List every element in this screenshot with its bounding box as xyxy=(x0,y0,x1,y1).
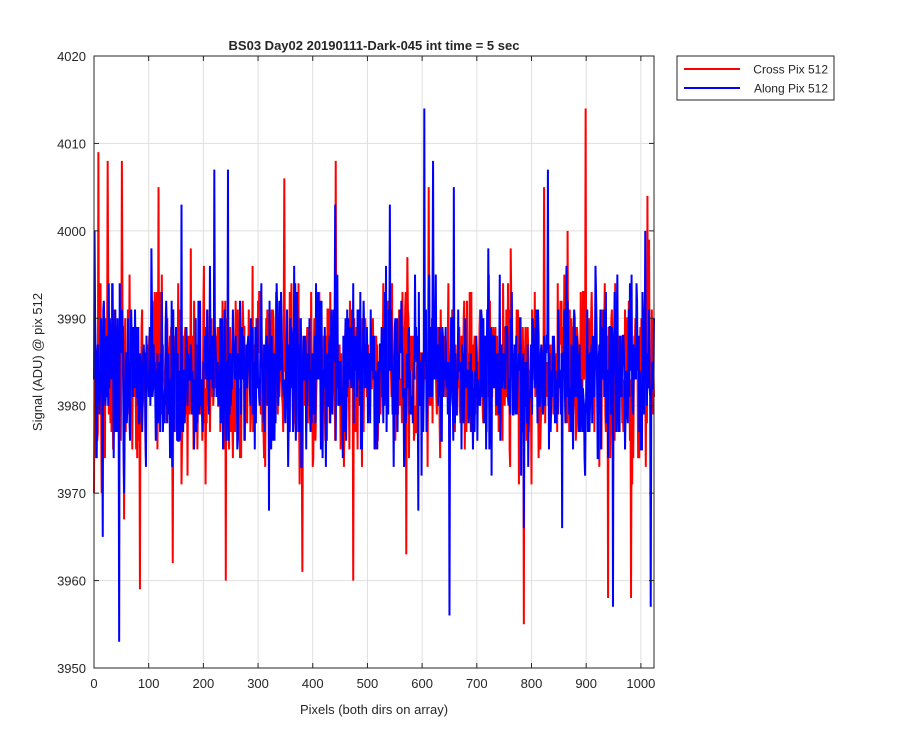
x-tick-label: 600 xyxy=(411,676,433,691)
x-tick-label: 0 xyxy=(90,676,97,691)
x-tick-label: 400 xyxy=(302,676,324,691)
y-tick-label: 3990 xyxy=(57,311,86,326)
axes-box xyxy=(93,55,655,669)
y-tick-labels: 3950 3960 3970 3980 3990 4000 4010 4020 xyxy=(57,49,86,676)
y-tick-label: 4020 xyxy=(57,49,86,64)
x-tick-label: 700 xyxy=(466,676,488,691)
y-axis-label: Signal (ADU) @ pix 512 xyxy=(30,293,45,431)
x-axis-label: Pixels (both dirs on array) xyxy=(300,702,448,717)
legend-box xyxy=(676,55,835,101)
x-tick-label: 800 xyxy=(521,676,543,691)
y-tick-label: 3970 xyxy=(57,486,86,501)
chart-title: BS03 Day02 20190111-Dark-045 int time = … xyxy=(229,38,520,53)
y-tick-label: 4010 xyxy=(57,136,86,151)
x-tick-labels: 0 100 200 300 400 500 600 700 800 900 1000 xyxy=(90,676,655,691)
x-tick-label: 300 xyxy=(247,676,269,691)
y-tick-label: 3980 xyxy=(57,399,86,414)
ticks xyxy=(93,55,654,669)
legend-label-cross: Cross Pix 512 xyxy=(753,63,828,77)
y-tick-label: 3960 xyxy=(57,574,86,589)
legend-label-along: Along Pix 512 xyxy=(754,82,828,96)
legend: Cross Pix 512 Along Pix 512 xyxy=(676,55,835,101)
series-line-along-pix xyxy=(93,108,655,642)
series-group xyxy=(93,108,655,642)
x-tick-label: 500 xyxy=(357,676,379,691)
x-tick-label: 100 xyxy=(138,676,160,691)
x-tick-label: 200 xyxy=(193,676,215,691)
y-tick-label: 3950 xyxy=(57,661,86,676)
x-tick-label: 1000 xyxy=(626,676,655,691)
x-tick-label: 900 xyxy=(575,676,597,691)
y-tick-label: 4000 xyxy=(57,224,86,239)
